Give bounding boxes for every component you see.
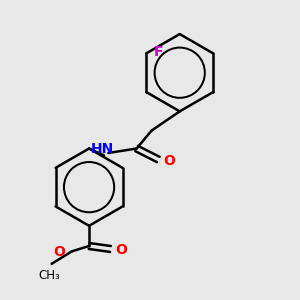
Text: HN: HN <box>91 142 114 156</box>
Text: O: O <box>164 154 176 168</box>
Text: F: F <box>154 45 163 59</box>
Text: O: O <box>115 243 127 257</box>
Text: O: O <box>53 245 65 259</box>
Text: CH₃: CH₃ <box>38 268 60 282</box>
